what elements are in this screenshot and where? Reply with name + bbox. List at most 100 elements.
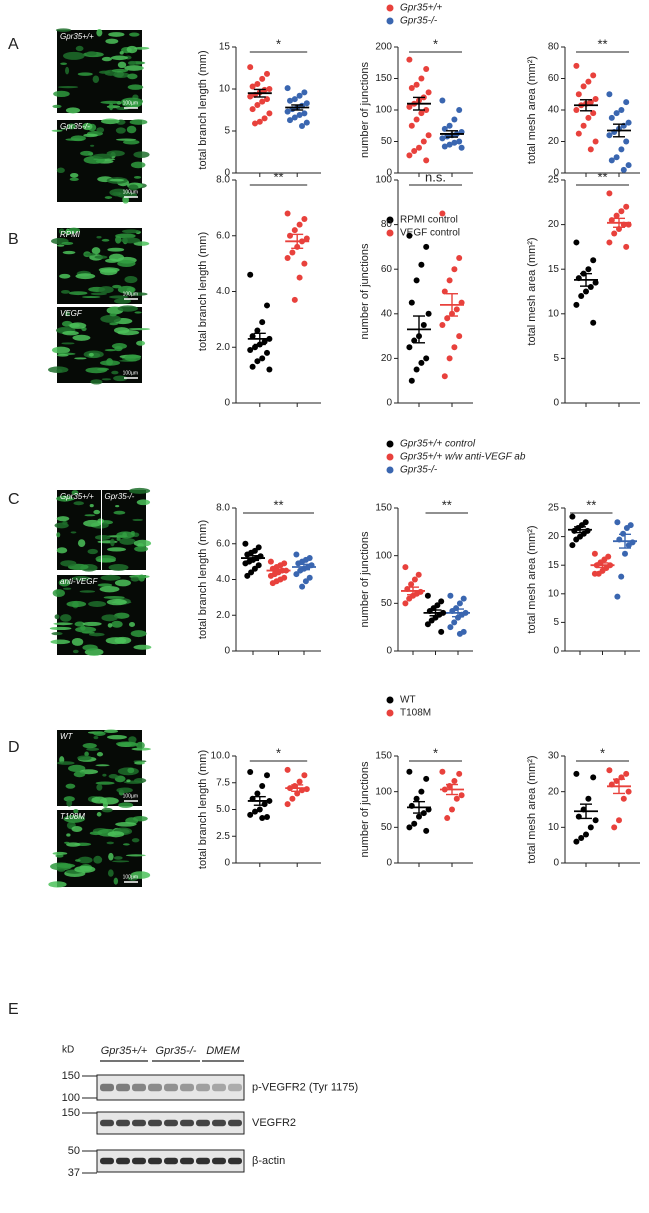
data-point [418,788,425,795]
vessel [128,736,137,744]
image-label: T108M [60,812,85,821]
vessel [130,161,146,169]
data-point [423,827,430,834]
vessel [63,796,75,802]
vessel [75,45,84,52]
data-point [411,820,418,827]
micrograph-texture [56,729,151,808]
y-tick-label: 50 [381,136,393,147]
data-point [451,619,458,626]
vessel [60,614,72,622]
vessel [132,815,148,822]
data-point [623,770,630,777]
data-point [613,154,620,161]
legend-marker [386,466,394,474]
data-point [608,114,615,121]
vessel [48,881,67,888]
vessel [110,55,128,61]
data-point [296,92,303,99]
data-point [583,831,589,838]
vessel [105,38,119,44]
vessel [107,247,125,252]
y-tick-label: 20 [381,353,393,364]
data-point [284,255,291,262]
data-point [573,536,580,543]
data-point [261,801,268,808]
data-point [625,162,632,169]
data-point [254,790,261,797]
data-point [416,144,422,151]
data-point [413,795,420,802]
vessel [90,292,108,296]
data-point [446,355,453,362]
data-point [287,117,293,124]
data-point [413,116,420,123]
data-point [592,817,599,824]
data-point [259,355,266,362]
data-point [252,808,258,815]
data-point [256,118,263,125]
blot-band [100,1157,114,1165]
data-point [423,775,430,782]
vessel [133,539,152,547]
significance-label: * [600,745,605,760]
vessel [79,590,96,593]
data-point [587,824,594,831]
data-point [255,544,262,551]
y-tick-label: 10 [219,84,231,95]
data-point [451,777,458,784]
legend-label: Gpr35+/+ [400,3,442,14]
data-point [284,766,291,773]
data-point [590,774,597,781]
vessel [101,807,113,813]
vessel [128,32,140,37]
vessel [115,821,137,827]
legend-marker [386,216,394,224]
data-point [267,572,274,579]
vessel [108,852,114,861]
blot-label: p-VEGFR2 (Tyr 1175) [252,1081,358,1093]
data-point [573,239,580,246]
data-point [295,560,302,567]
panel-label: C [8,491,20,508]
vessel [130,871,151,879]
vessel [95,781,115,785]
data-point [438,628,445,635]
vessel [52,589,65,598]
vessel [136,499,151,506]
vessel [111,68,129,73]
data-point [578,292,585,299]
y-tick-label: 5 [553,353,559,364]
y-tick-label: 20 [548,786,560,797]
data-point [424,592,431,599]
data-point [244,551,251,558]
y-tick-label: 15 [219,42,231,53]
y-tick-label: 150 [375,73,392,84]
vessel [65,107,81,114]
data-point [259,98,266,105]
data-point [625,788,632,795]
data-point [303,100,310,107]
y-axis-label: number of junctions [359,761,371,857]
data-point [301,110,308,117]
data-point [456,138,463,145]
marker-label: 50 [68,1145,80,1157]
vessel [74,865,96,873]
marker-label: 37 [68,1167,80,1179]
data-point [453,306,460,313]
marker-label: 150 [62,1070,80,1082]
data-point [573,107,580,113]
data-point [424,621,431,628]
vessel [84,253,96,256]
vessel [111,370,119,375]
blot-band [132,1083,146,1092]
data-point [242,540,249,547]
scale-label: 100µm [123,370,138,376]
data-point [254,101,261,108]
y-tick-label: 0 [386,168,392,179]
significance-label: ** [273,169,283,184]
blot-band [180,1119,194,1127]
data-point [266,86,273,92]
marker-label: 100 [62,1092,80,1104]
data-point [287,97,293,104]
